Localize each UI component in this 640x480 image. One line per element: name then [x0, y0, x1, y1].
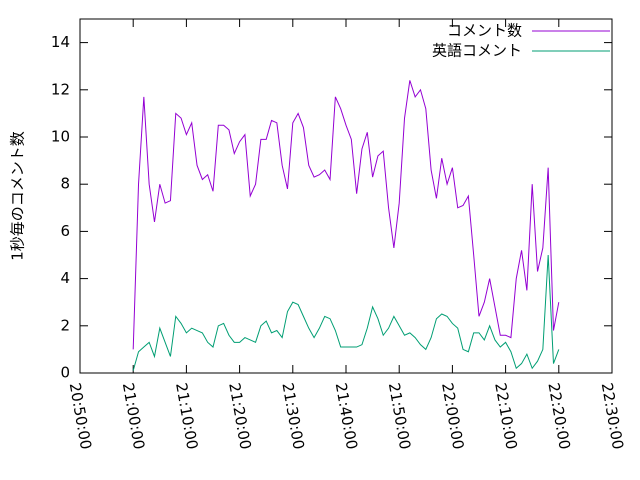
y-tick-label: 10 — [51, 128, 70, 146]
y-tick-label: 12 — [51, 80, 70, 98]
data-line — [132, 254, 560, 371]
legend-label: 英語コメント — [432, 42, 522, 60]
y-tick-label: 2 — [60, 316, 70, 334]
y-axis-label: 1秒毎のコメント数 — [9, 131, 27, 261]
x-tick-label: 21:30:00 — [278, 381, 307, 450]
x-tick-label: 21:20:00 — [225, 381, 254, 450]
y-tick-label: 14 — [51, 33, 70, 51]
x-tick-label: 21:40:00 — [332, 381, 361, 450]
y-tick-label: 8 — [60, 175, 70, 193]
y-tick-label: 0 — [60, 364, 70, 382]
x-tick-label: 20:50:00 — [66, 381, 95, 450]
x-tick-label: 22:10:00 — [491, 381, 520, 450]
x-tick-label: 22:30:00 — [598, 381, 627, 450]
plot-border — [79, 18, 613, 374]
x-tick-label: 21:00:00 — [119, 381, 148, 450]
data-line — [132, 80, 560, 350]
x-tick-label: 22:00:00 — [438, 381, 467, 450]
x-tick-label: 21:10:00 — [172, 381, 201, 450]
y-tick-label: 6 — [60, 222, 70, 240]
legend-label: コメント数 — [447, 22, 522, 40]
x-tick-label: 21:50:00 — [385, 381, 414, 450]
x-tick-label: 22:20:00 — [544, 381, 573, 450]
y-tick-label: 4 — [60, 269, 70, 287]
